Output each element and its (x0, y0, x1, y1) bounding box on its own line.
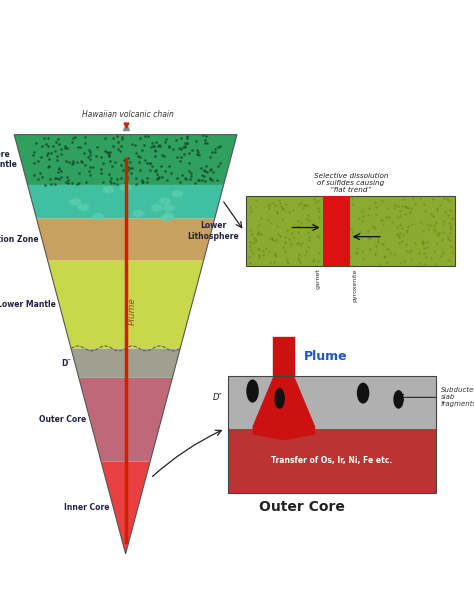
Ellipse shape (357, 382, 369, 403)
Ellipse shape (151, 204, 163, 212)
Ellipse shape (172, 190, 183, 198)
Ellipse shape (163, 204, 175, 212)
Text: Hawaiian volcanic chain: Hawaiian volcanic chain (82, 110, 174, 119)
Polygon shape (36, 218, 215, 261)
Text: Lower Mantle: Lower Mantle (0, 300, 55, 309)
Text: garnet: garnet (315, 269, 320, 289)
Bar (228, 376, 436, 428)
Bar (323, 196, 350, 266)
Ellipse shape (159, 197, 171, 204)
Ellipse shape (393, 390, 404, 409)
Polygon shape (71, 348, 180, 378)
Polygon shape (101, 461, 150, 554)
Polygon shape (47, 261, 203, 348)
Ellipse shape (274, 388, 285, 409)
Polygon shape (253, 376, 315, 441)
Text: Selective dissolution
of sulfides causing
“flat trend”: Selective dissolution of sulfides causin… (313, 173, 388, 193)
Ellipse shape (69, 198, 81, 206)
Polygon shape (79, 378, 173, 461)
Text: Outer Core: Outer Core (39, 415, 86, 424)
Ellipse shape (102, 186, 114, 193)
Polygon shape (14, 135, 237, 185)
Ellipse shape (161, 214, 173, 222)
Ellipse shape (78, 204, 90, 211)
Bar (228, 376, 436, 493)
Text: Transfer of Os, Ir, Ni, Fe etc.: Transfer of Os, Ir, Ni, Fe etc. (271, 456, 392, 465)
Text: Plume: Plume (304, 350, 347, 363)
Text: D″: D″ (62, 359, 71, 368)
Bar (228, 428, 436, 493)
Text: Lower
Lithosphere: Lower Lithosphere (188, 222, 239, 241)
Ellipse shape (163, 212, 174, 220)
Text: Subducted
slab
fragments: Subducted slab fragments (441, 387, 474, 408)
Text: Lithosphere
Upper Mantle: Lithosphere Upper Mantle (0, 151, 17, 169)
Text: pyroxenite: pyroxenite (352, 269, 357, 302)
Polygon shape (27, 185, 224, 218)
Ellipse shape (246, 379, 259, 403)
Text: Inner Core: Inner Core (64, 503, 109, 512)
Text: Transition Zone: Transition Zone (0, 235, 38, 244)
Text: Outer Core: Outer Core (259, 500, 345, 514)
Ellipse shape (132, 210, 144, 217)
Text: D″: D″ (213, 393, 223, 402)
Ellipse shape (92, 213, 104, 220)
Bar (246, 196, 455, 266)
Ellipse shape (120, 184, 132, 192)
Text: Plume: Plume (128, 297, 137, 324)
